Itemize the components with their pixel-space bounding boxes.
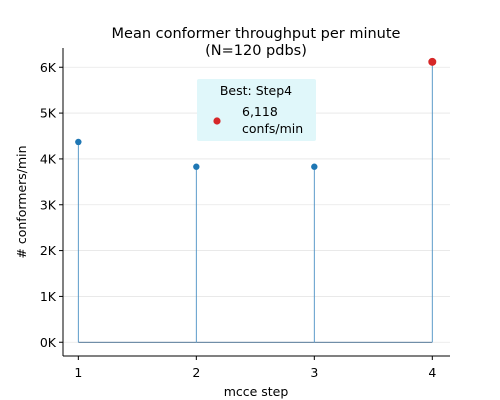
x-tick-label-4: 4 <box>428 365 436 380</box>
x-tick-label-2: 2 <box>192 365 200 380</box>
y-tick-label-5: 5K <box>40 106 57 121</box>
x-tick-label-1: 1 <box>74 365 82 380</box>
legend-label-line-1: 6,118 <box>242 104 278 119</box>
legend: Best: Step4 6,118 confs/min <box>197 79 316 141</box>
legend-marker <box>213 117 221 125</box>
x-tick-label-3: 3 <box>310 365 318 380</box>
stems <box>77 61 433 343</box>
marker-3 <box>311 163 318 170</box>
legend-label-line-2: confs/min <box>242 121 303 136</box>
x-ticks: 1 2 3 4 <box>74 356 436 380</box>
y-ticks: 0K 1K 2K 3K 4K 5K 6K <box>40 60 63 350</box>
legend-title: Best: Step4 <box>220 83 292 98</box>
y-tick-label-0: 0K <box>40 335 57 350</box>
chart-title-line-2: (N=120 pdbs) <box>205 43 307 59</box>
y-axis-label: # conformers/min <box>14 145 29 258</box>
y-tick-label-1: 1K <box>40 289 57 304</box>
y-tick-label-6: 6K <box>40 60 57 75</box>
markers <box>75 57 437 170</box>
y-tick-label-3: 3K <box>40 197 57 212</box>
y-tick-label-4: 4K <box>40 151 57 166</box>
x-axis-label: mcce step <box>224 384 289 399</box>
chart-title-line-1: Mean conformer throughput per minute <box>112 26 401 42</box>
marker-4 <box>428 57 437 66</box>
legend-box <box>197 79 316 141</box>
y-tick-label-2: 2K <box>40 243 57 258</box>
marker-2 <box>193 163 200 170</box>
marker-1 <box>75 138 82 146</box>
